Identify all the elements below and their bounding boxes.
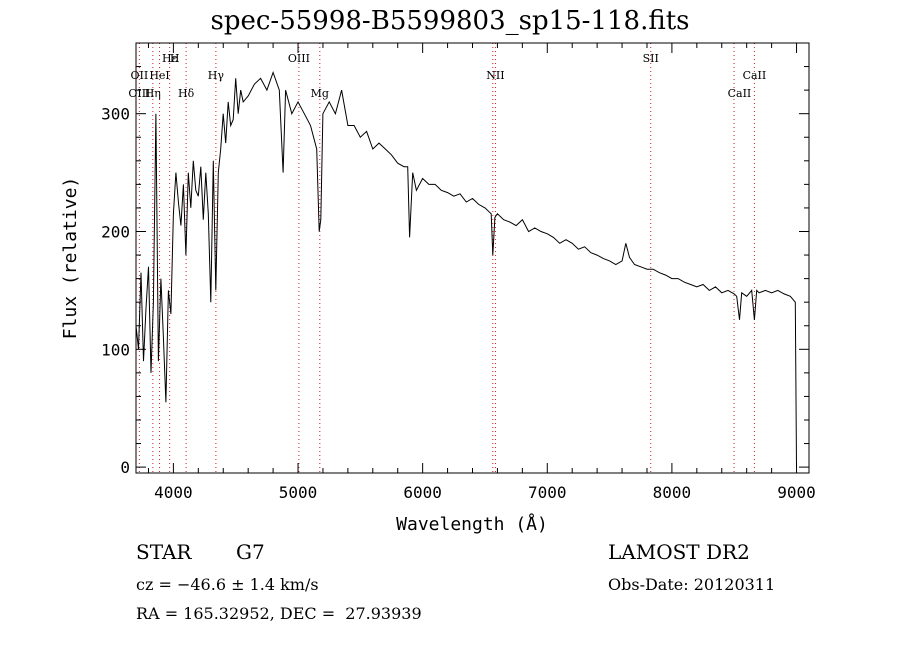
x-tick-label: 5000 xyxy=(279,483,318,502)
line-annotation: NII xyxy=(486,69,504,82)
x-tick-label: 9000 xyxy=(777,483,816,502)
plot-frame xyxy=(135,42,810,474)
y-axis-ticks: 0 100 200 300 xyxy=(101,66,809,477)
line-annotation: Mg xyxy=(311,87,329,100)
survey-name: LAMOST DR2 xyxy=(608,540,750,564)
ra-dec: RA = 165.32952, DEC = 27.93939 xyxy=(136,604,422,623)
line-annotation: H xyxy=(170,52,180,65)
x-tick-label: 7000 xyxy=(528,483,567,502)
line-annotation: Hε xyxy=(162,52,178,65)
y-tick-label: 0 xyxy=(120,458,130,477)
x-tick-label: 6000 xyxy=(403,483,442,502)
x-axis-ticks: 4000 5000 6000 7000 8000 9000 xyxy=(147,43,816,502)
line-annotation: OII xyxy=(131,69,149,82)
line-annotation: Hδ xyxy=(178,87,195,100)
x-axis-label: Wavelength (Å) xyxy=(396,513,548,535)
line-annotation: CaII xyxy=(743,69,767,82)
redshift-cz: cz = −46.6 ± 1.4 km/s xyxy=(136,575,319,594)
y-axis-label: Flux (relative) xyxy=(60,177,81,340)
y-tick-label: 300 xyxy=(101,105,130,124)
y-tick-label: 200 xyxy=(101,222,130,241)
line-annotation: CaII xyxy=(728,87,752,100)
marker-lines xyxy=(138,43,755,473)
observation-date: Obs-Date: 20120311 xyxy=(608,575,776,594)
spectrum-line xyxy=(135,70,797,468)
object-subclass: G7 xyxy=(236,540,265,564)
line-annotation: HeI xyxy=(149,69,169,82)
y-tick-label: 100 xyxy=(101,340,130,359)
object-class: STAR xyxy=(136,540,192,564)
line-annotation: OIII xyxy=(288,52,310,65)
x-tick-label: 4000 xyxy=(154,483,193,502)
x-tick-label: 8000 xyxy=(653,483,692,502)
line-annotation: OIII xyxy=(128,87,150,100)
line-annotation: SII xyxy=(643,52,659,65)
line-annotation: Hη xyxy=(145,87,161,100)
chart-title: spec-55998-B5599803_sp15-118.fits xyxy=(210,6,690,36)
line-annotation: Hγ xyxy=(208,69,225,82)
